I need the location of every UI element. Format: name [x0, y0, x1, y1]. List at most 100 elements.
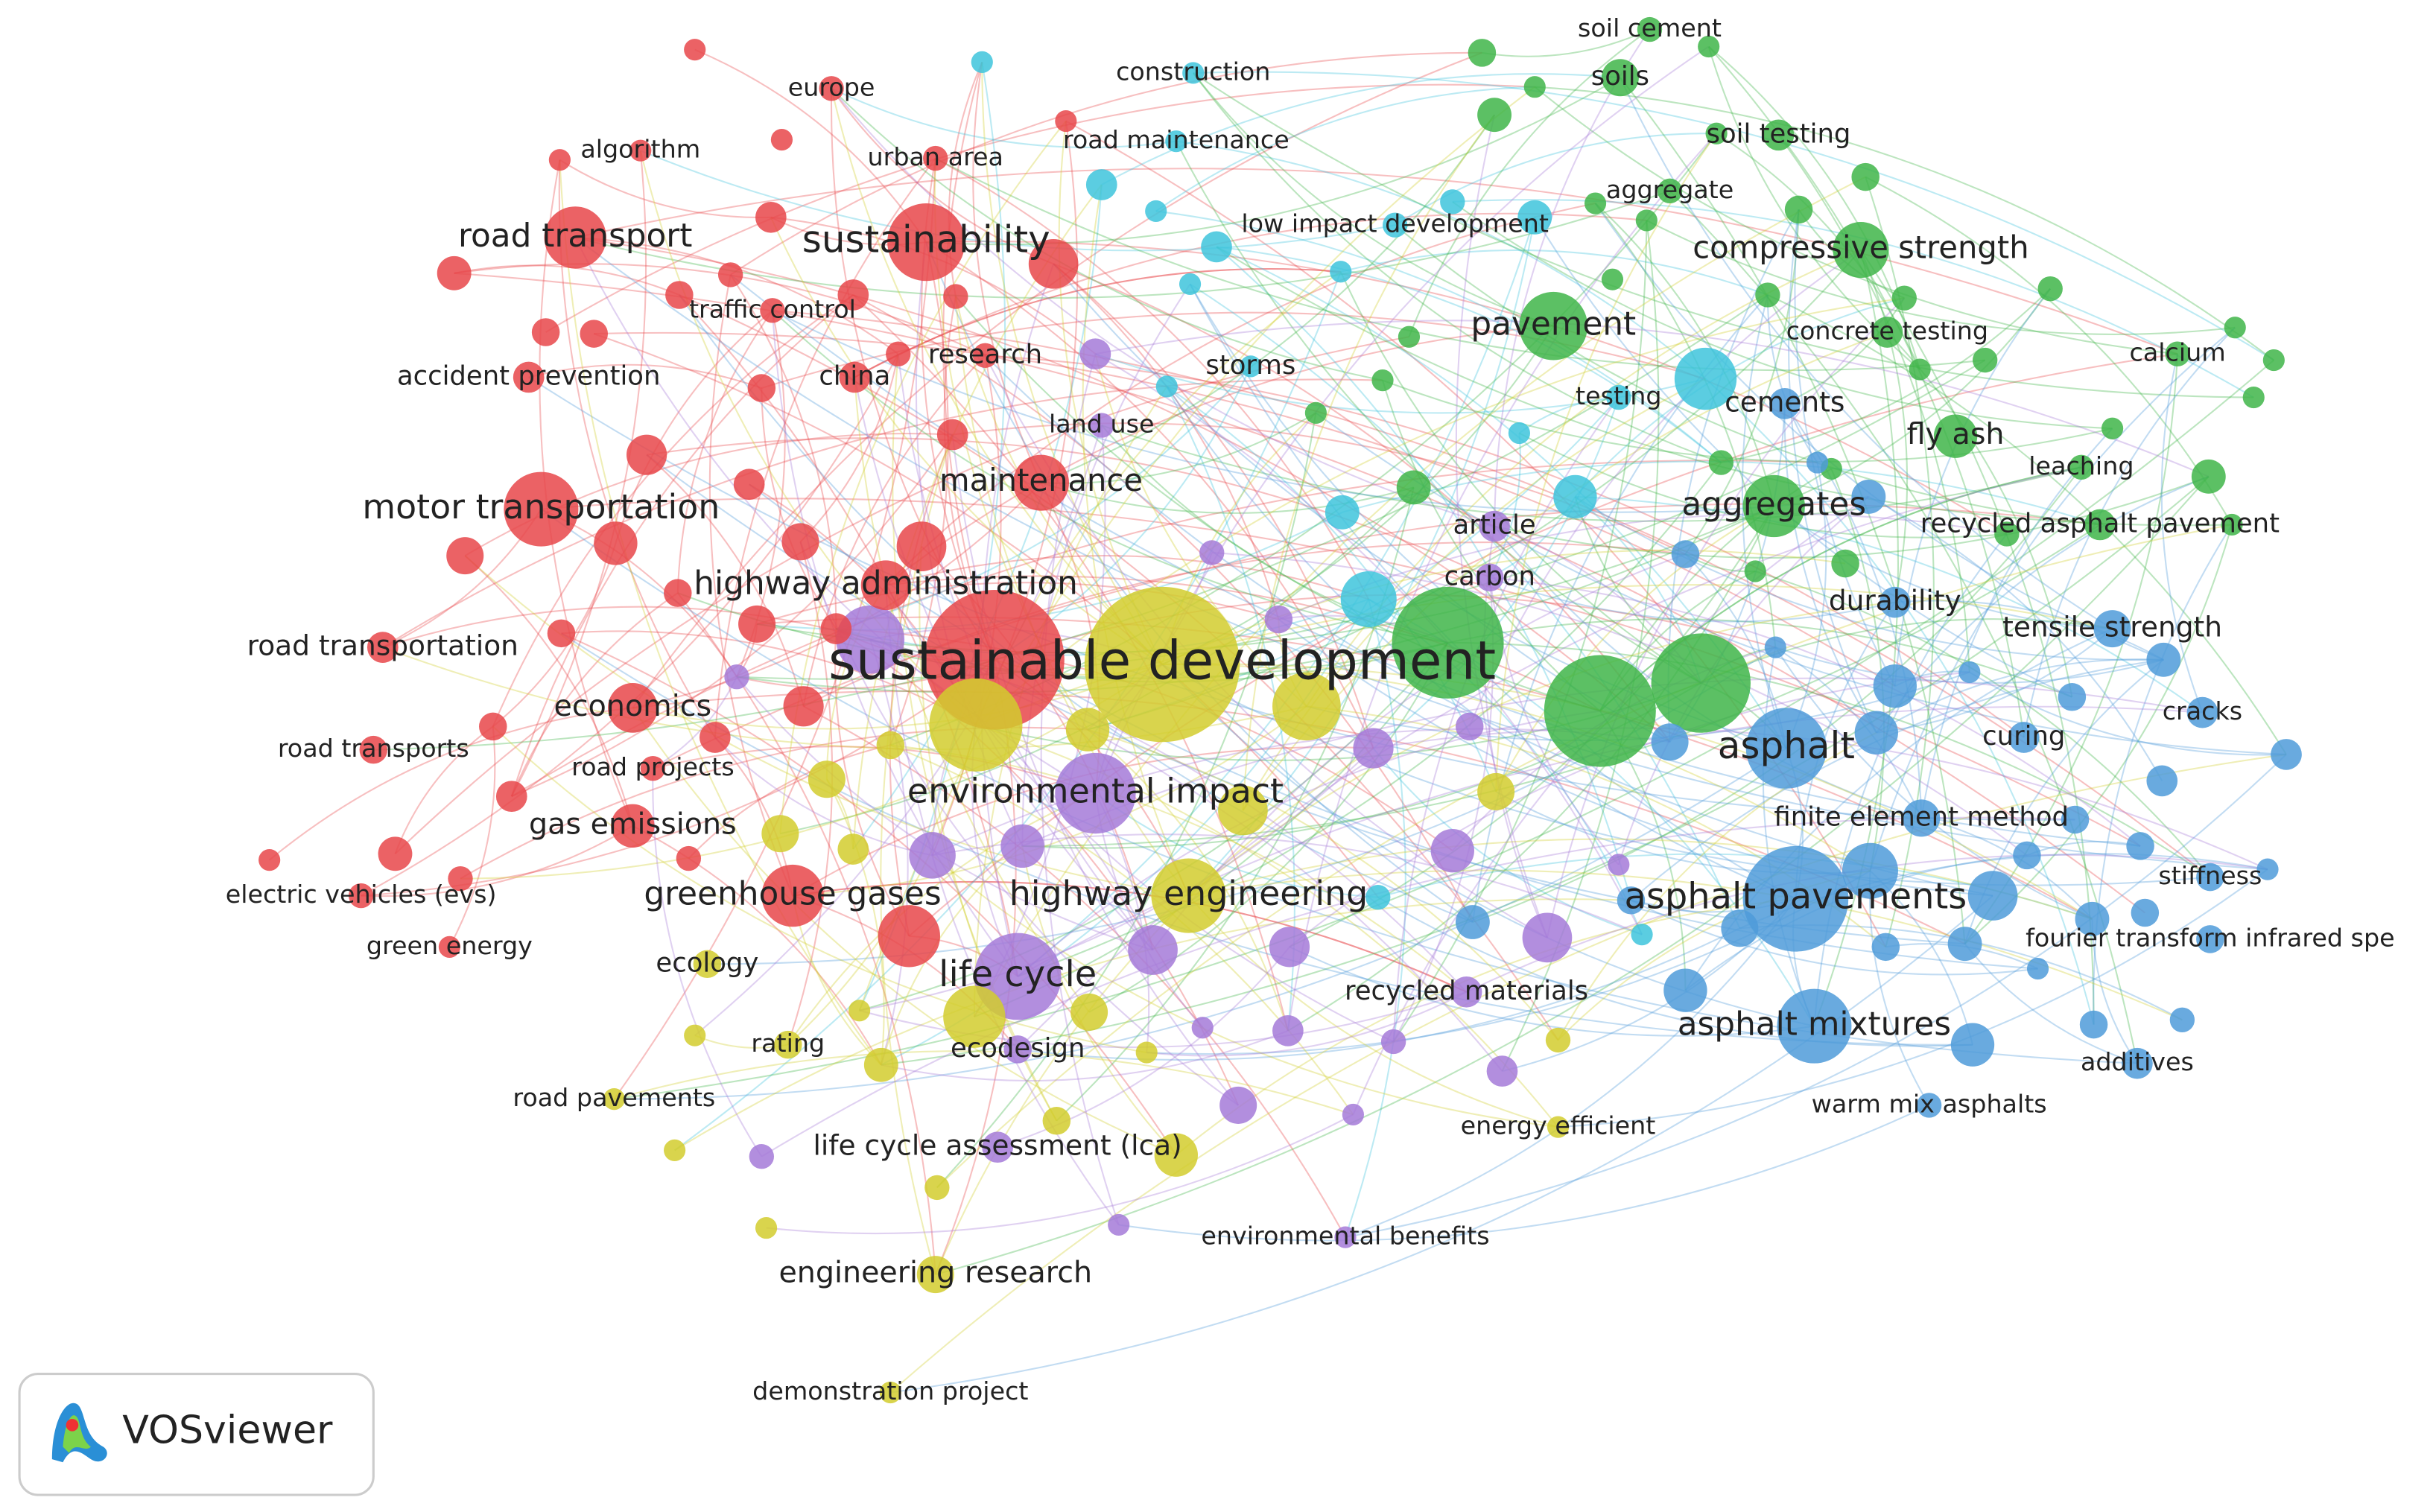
node-label: highway engineering	[1009, 873, 1368, 913]
edge	[1216, 246, 1632, 901]
edge	[575, 236, 899, 355]
node	[923, 145, 948, 171]
node	[1440, 189, 1465, 215]
edge	[973, 176, 1866, 1017]
edge	[772, 309, 1869, 513]
edge	[802, 355, 986, 707]
node	[1304, 401, 1327, 424]
edge	[510, 294, 854, 797]
edge	[925, 241, 1374, 749]
node	[1477, 772, 1515, 810]
node	[1637, 16, 1663, 42]
edge	[615, 310, 773, 544]
node	[761, 815, 799, 853]
node	[1325, 495, 1360, 530]
edge	[787, 792, 1096, 1046]
node	[878, 905, 941, 968]
node	[924, 1175, 950, 1201]
edge	[1345, 754, 2287, 1239]
node	[1994, 521, 2020, 547]
node	[1601, 59, 1639, 97]
edge	[1868, 496, 2163, 781]
node	[1833, 222, 1889, 279]
edge	[889, 753, 2287, 1394]
node	[1199, 540, 1225, 565]
node-label: green energy	[367, 931, 533, 960]
node	[1522, 912, 1573, 963]
node	[886, 341, 911, 366]
edge	[2093, 524, 2233, 1025]
node	[2084, 509, 2116, 541]
edge	[1053, 263, 1374, 749]
edge	[382, 378, 1383, 648]
edge	[1190, 283, 1741, 929]
node	[1764, 636, 1786, 658]
edge	[951, 434, 1239, 1106]
node-label: compressive strength	[1693, 229, 2028, 266]
node	[1891, 285, 1917, 311]
node-label: gas emissions	[529, 807, 737, 841]
node	[1455, 712, 1484, 741]
edge	[831, 88, 1383, 381]
node-label: fourier transform infrared spe	[2026, 923, 2394, 952]
node	[699, 722, 731, 753]
node-label: rating	[751, 1029, 825, 1058]
node	[1663, 968, 1707, 1012]
node	[2191, 459, 2226, 494]
node-label: motor transportation	[362, 486, 720, 527]
edge	[936, 413, 1317, 1189]
node	[755, 201, 787, 233]
edge	[1339, 271, 1701, 684]
node	[547, 619, 576, 648]
node	[603, 1088, 625, 1111]
node-label: durability	[1829, 584, 1961, 617]
node	[836, 605, 905, 674]
node	[1269, 927, 1310, 968]
edge	[632, 664, 1163, 730]
edge	[770, 217, 1163, 665]
node	[1042, 1107, 1071, 1135]
node-label: aggregates	[1681, 485, 1866, 523]
edge	[1494, 29, 1651, 527]
edge	[1876, 628, 2113, 734]
node	[1851, 480, 1886, 514]
node	[2165, 341, 2190, 366]
node	[2101, 417, 2124, 439]
node	[1182, 62, 1205, 84]
node	[2186, 696, 2218, 728]
edge	[652, 676, 737, 769]
node-label: maintenance	[939, 462, 1143, 498]
node	[819, 76, 844, 101]
node	[972, 343, 998, 368]
edge	[1377, 896, 1973, 1047]
edge	[1340, 249, 1769, 296]
edge	[934, 747, 1374, 1275]
edge	[1708, 45, 1921, 370]
edge	[761, 816, 2075, 1157]
edge	[1594, 203, 2164, 661]
edge	[561, 630, 977, 726]
node	[1508, 422, 1531, 445]
edge	[830, 88, 995, 661]
node-label: construction	[1116, 57, 1270, 86]
node	[1477, 98, 1511, 133]
node	[1012, 454, 1070, 511]
node	[761, 864, 824, 927]
node	[2271, 739, 2302, 770]
node	[1201, 231, 1232, 263]
node	[820, 613, 852, 644]
node	[733, 468, 765, 501]
node	[1651, 633, 1751, 733]
node	[1065, 708, 1110, 752]
node	[2221, 513, 2243, 536]
node	[1698, 35, 1720, 58]
edge	[1187, 895, 1558, 1128]
edge	[972, 62, 1042, 483]
node	[1334, 1226, 1357, 1248]
node	[2262, 349, 2285, 372]
edge	[394, 336, 1409, 855]
edge	[1969, 671, 2287, 756]
edge	[854, 377, 1090, 1013]
node-label: pavement	[1471, 305, 1636, 343]
